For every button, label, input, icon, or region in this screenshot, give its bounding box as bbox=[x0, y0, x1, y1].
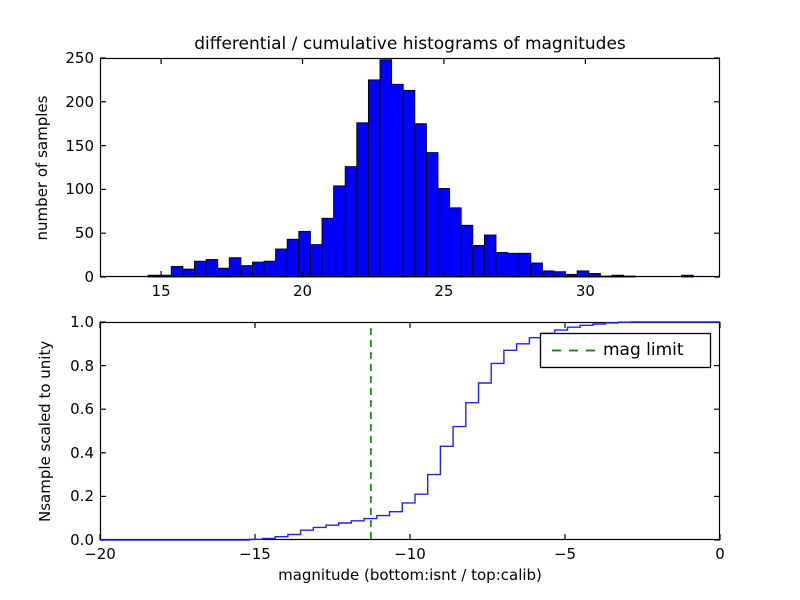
histogram-bar bbox=[507, 252, 520, 278]
histogram-bar bbox=[321, 217, 335, 278]
histogram-bar bbox=[228, 257, 242, 278]
histogram-bar bbox=[194, 260, 207, 278]
x-axis-label: magnitude (bottom:isnt / top:calib) bbox=[278, 566, 542, 584]
cumulative-step-curve bbox=[100, 321, 720, 541]
top-x-tick-label: 15 bbox=[151, 282, 171, 300]
bottom-y-tick-label: 0.8 bbox=[70, 356, 94, 375]
bottom-y-tick-label: 0.4 bbox=[70, 443, 94, 462]
top-x-tick-label: 20 bbox=[292, 282, 313, 300]
top-y-tick-label: 150 bbox=[65, 136, 94, 155]
top-y-tick-label: 0 bbox=[84, 268, 94, 286]
top-y-tick-label: 250 bbox=[65, 49, 94, 67]
bottom-y-tick-label: 0.0 bbox=[70, 531, 94, 549]
histogram-bar bbox=[425, 152, 439, 278]
legend-box bbox=[539, 332, 712, 369]
histogram-bar bbox=[437, 188, 451, 278]
top-y-tick-label: 100 bbox=[65, 180, 94, 199]
histogram-bar bbox=[495, 252, 509, 278]
histogram-bar bbox=[414, 123, 427, 278]
histogram-bar bbox=[530, 262, 543, 278]
top-x-tick-label: 25 bbox=[434, 282, 454, 300]
bottom-x-tick-label: 0 bbox=[715, 545, 725, 563]
histogram-bar bbox=[460, 224, 474, 278]
histogram-bar bbox=[356, 122, 369, 278]
histogram-bar bbox=[298, 230, 311, 278]
histogram-bar bbox=[449, 207, 462, 278]
top-axes-frame bbox=[99, 57, 721, 278]
plot-title: differential / cumulative histograms of … bbox=[194, 34, 626, 54]
bottom-x-tick-label: −10 bbox=[394, 545, 426, 563]
histogram-bar bbox=[391, 83, 404, 278]
bottom-y-tick-label: 1.0 bbox=[70, 313, 94, 331]
bottom-x-tick-label: −20 bbox=[84, 545, 116, 563]
histogram-bar bbox=[402, 89, 416, 278]
bottom-y-tick-label: 0.2 bbox=[70, 487, 94, 506]
top-y-tick-label: 200 bbox=[65, 92, 94, 111]
bottom-x-tick-label: −15 bbox=[239, 545, 271, 563]
bottom-x-tick-label: −5 bbox=[553, 545, 577, 563]
bottom-y-tick-label: 0.6 bbox=[70, 400, 94, 419]
histogram-bar bbox=[309, 244, 323, 278]
histogram-bar bbox=[182, 268, 195, 278]
histogram-bar bbox=[170, 266, 184, 278]
histogram-bar bbox=[252, 261, 265, 278]
histogram-bar bbox=[472, 245, 485, 278]
histogram-bar bbox=[263, 260, 277, 278]
top-y-tick-label: 50 bbox=[74, 224, 94, 243]
histogram-bar bbox=[379, 59, 393, 278]
histogram-bar bbox=[286, 238, 300, 278]
histogram-bar bbox=[217, 267, 230, 278]
histogram-bar bbox=[344, 166, 358, 278]
histogram-bar bbox=[518, 252, 532, 278]
histogram-bar bbox=[205, 259, 219, 278]
histogram-bar bbox=[275, 248, 288, 278]
histogram-bar bbox=[333, 185, 346, 278]
top-x-tick-label: 30 bbox=[575, 282, 595, 300]
legend-label: mag limit bbox=[603, 340, 684, 360]
histogram-bar bbox=[483, 234, 497, 278]
histogram-bar bbox=[367, 79, 381, 278]
histogram-bar bbox=[240, 265, 253, 278]
